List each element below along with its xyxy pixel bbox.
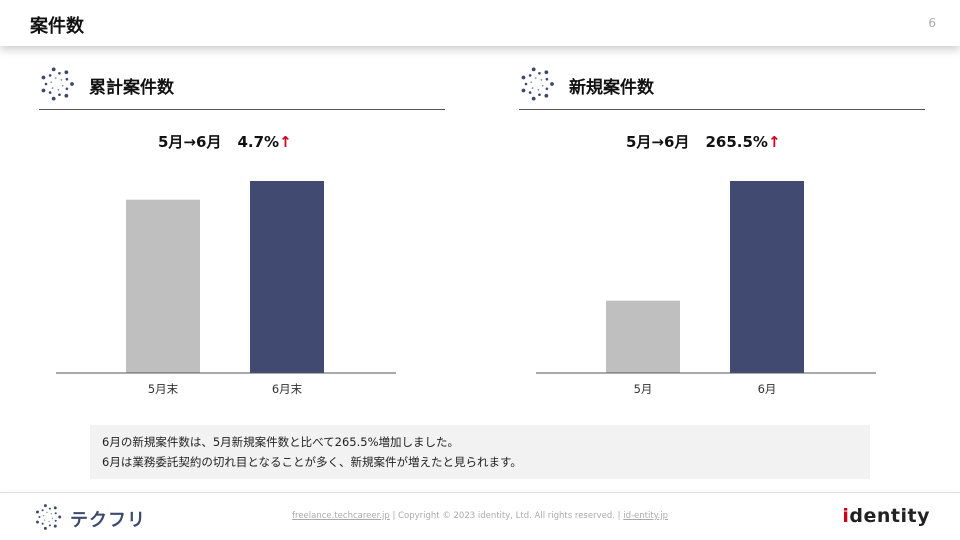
- growth-summary-new: 5月→6月 265.5%↑: [626, 131, 781, 152]
- bar-5月: [606, 300, 680, 373]
- arrow-up-icon: ↑: [767, 133, 781, 151]
- note-line: 6月の新規案件数は、5月新規案件数と比べて265.5%増加しました。: [102, 435, 460, 449]
- section-title-cumulative: 累計案件数: [89, 78, 174, 98]
- bar-6月末: [250, 181, 324, 373]
- note-line: 6月は業務委託契約の切れ目となることが多く、新規案件が増えたと見られます。: [102, 455, 522, 469]
- identity-logo-i: i: [842, 505, 850, 527]
- footer-separator: |: [389, 511, 399, 521]
- growth-value: 265.5%: [705, 133, 768, 151]
- bar-chart-new: 5月 6月: [536, 181, 876, 396]
- x-tick-label: 6月: [758, 382, 777, 396]
- footer-link-freelance[interactable]: freelance.techcareer.jp: [292, 511, 390, 521]
- footer-divider: [0, 492, 960, 493]
- identity-logo: identity: [842, 505, 930, 527]
- growth-summary-cumulative: 5月→6月 4.7%↑: [158, 131, 292, 152]
- growth-value: 4.7%: [237, 133, 280, 151]
- identity-logo-rest: dentity: [849, 505, 930, 527]
- footer-separator: |: [614, 511, 624, 521]
- section-title-new: 新規案件数: [569, 78, 654, 98]
- x-tick-label: 6月末: [272, 382, 303, 396]
- header-bar: 案件数 6: [0, 0, 960, 46]
- page-number: 6: [928, 16, 936, 30]
- growth-period: 5月→6月: [626, 133, 690, 151]
- growth-period: 5月→6月: [158, 133, 222, 151]
- footer-copyright: freelance.techcareer.jp | Copyright © 20…: [0, 511, 960, 521]
- dots-circle-icon: [521, 67, 554, 101]
- copyright-text: Copyright © 2023 identity, Ltd. All righ…: [398, 511, 615, 521]
- footer-link-identity[interactable]: id-entity.jp: [623, 511, 668, 521]
- dots-circle-icon: [36, 504, 62, 530]
- arrow-up-icon: ↑: [279, 133, 292, 151]
- x-tick-label: 5月末: [148, 382, 179, 396]
- bar-chart-cumulative: 5月末 6月末: [56, 181, 396, 396]
- dots-circle-icon: [41, 67, 74, 101]
- logo-text: テクフリ: [70, 510, 146, 531]
- bar-6月: [730, 181, 804, 373]
- section-header-new: 新規案件数: [519, 66, 925, 110]
- bar-5月末: [126, 199, 200, 373]
- page-title: 案件数: [30, 16, 84, 37]
- note-box: 6月の新規案件数は、5月新規案件数と比べて265.5%増加しました。 6月は業務…: [90, 425, 870, 479]
- x-tick-label: 5月: [634, 382, 653, 396]
- section-header-cumulative: 累計案件数: [39, 66, 445, 110]
